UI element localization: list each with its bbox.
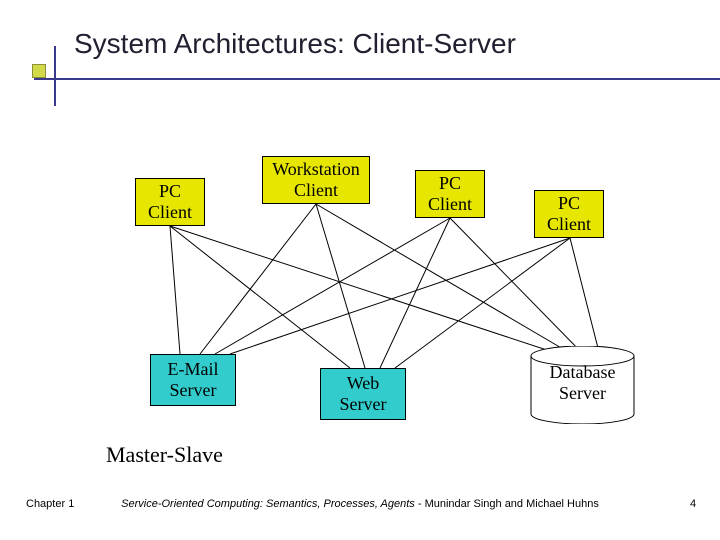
node-pc-client-1: PCClient bbox=[135, 178, 205, 226]
footer-citation: Service-Oriented Computing: Semantics, P… bbox=[0, 498, 720, 510]
node-email-server: E-MailServer bbox=[150, 354, 236, 406]
footer-citation-italic: Service-Oriented Computing: Semantics, P… bbox=[121, 498, 415, 510]
title-vertical-rule bbox=[54, 46, 56, 106]
node-pc-client-3: PCClient bbox=[534, 190, 604, 238]
label-master-slave: Master-Slave bbox=[106, 442, 223, 468]
node-pc-client-2: PCClient bbox=[415, 170, 485, 218]
slide-title: System Architectures: Client-Server bbox=[74, 28, 516, 60]
node-workstation-client: WorkstationClient bbox=[262, 156, 370, 204]
node-web-server: WebServer bbox=[320, 368, 406, 420]
footer-page-number: 4 bbox=[690, 498, 696, 510]
footer-citation-plain: - Munindar Singh and Michael Huhns bbox=[415, 498, 599, 510]
title-underline bbox=[34, 78, 720, 80]
title-bullet bbox=[32, 64, 46, 78]
node-database-server: DatabaseServer bbox=[530, 346, 635, 429]
